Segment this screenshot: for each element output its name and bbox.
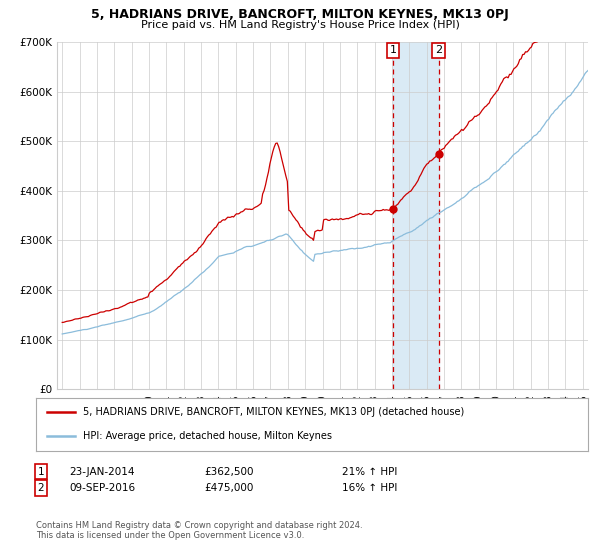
Text: 09-SEP-2016: 09-SEP-2016 [69,483,135,493]
Text: 2: 2 [435,45,442,55]
Text: £475,000: £475,000 [204,483,253,493]
Text: 23-JAN-2014: 23-JAN-2014 [69,466,134,477]
Text: Contains HM Land Registry data © Crown copyright and database right 2024.: Contains HM Land Registry data © Crown c… [36,521,362,530]
Text: 5, HADRIANS DRIVE, BANCROFT, MILTON KEYNES, MK13 0PJ (detached house): 5, HADRIANS DRIVE, BANCROFT, MILTON KEYN… [83,408,464,418]
Text: 21% ↑ HPI: 21% ↑ HPI [342,466,397,477]
Text: £362,500: £362,500 [204,466,254,477]
Text: This data is licensed under the Open Government Licence v3.0.: This data is licensed under the Open Gov… [36,531,304,540]
Text: 16% ↑ HPI: 16% ↑ HPI [342,483,397,493]
Text: 2: 2 [37,483,44,493]
Bar [393,42,439,389]
Text: 5, HADRIANS DRIVE, BANCROFT, MILTON KEYNES, MK13 0PJ: 5, HADRIANS DRIVE, BANCROFT, MILTON KEYN… [91,8,509,21]
Text: 1: 1 [37,466,44,477]
Text: Price paid vs. HM Land Registry's House Price Index (HPI): Price paid vs. HM Land Registry's House … [140,20,460,30]
Text: HPI: Average price, detached house, Milton Keynes: HPI: Average price, detached house, Milt… [83,431,332,441]
Text: 1: 1 [389,45,397,55]
